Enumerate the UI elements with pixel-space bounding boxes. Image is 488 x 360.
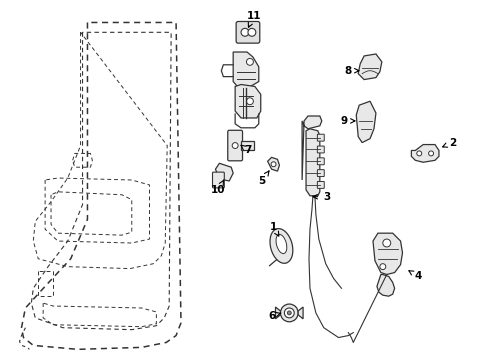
Text: 2: 2 (442, 138, 455, 148)
Polygon shape (275, 307, 280, 319)
Circle shape (379, 264, 385, 270)
Text: 3: 3 (312, 192, 330, 202)
Circle shape (246, 98, 253, 105)
Text: 10: 10 (211, 180, 225, 195)
FancyBboxPatch shape (227, 130, 242, 161)
Polygon shape (267, 157, 279, 171)
Polygon shape (302, 116, 321, 180)
Circle shape (246, 58, 253, 65)
Ellipse shape (269, 229, 292, 263)
Text: 7: 7 (241, 145, 251, 156)
Circle shape (247, 28, 255, 36)
Circle shape (270, 162, 275, 167)
Circle shape (241, 28, 248, 36)
Text: 9: 9 (340, 116, 354, 126)
FancyBboxPatch shape (317, 170, 324, 176)
FancyBboxPatch shape (236, 22, 259, 43)
Polygon shape (305, 129, 319, 196)
Circle shape (280, 304, 298, 322)
Polygon shape (376, 275, 394, 296)
Text: 5: 5 (258, 171, 268, 186)
Polygon shape (356, 101, 375, 143)
Circle shape (232, 143, 238, 148)
Text: 11: 11 (246, 10, 261, 27)
Polygon shape (215, 163, 233, 181)
Polygon shape (298, 307, 303, 319)
Text: 6: 6 (267, 311, 280, 321)
Circle shape (284, 308, 294, 318)
Text: 4: 4 (408, 271, 421, 282)
Circle shape (428, 151, 433, 156)
Polygon shape (241, 141, 253, 150)
Circle shape (416, 151, 421, 156)
Circle shape (287, 311, 291, 315)
Polygon shape (372, 233, 402, 275)
Polygon shape (233, 52, 258, 89)
Circle shape (382, 239, 390, 247)
Ellipse shape (275, 234, 286, 253)
Text: 1: 1 (269, 222, 278, 236)
FancyBboxPatch shape (317, 146, 324, 153)
Polygon shape (358, 54, 381, 80)
Polygon shape (410, 145, 438, 162)
FancyBboxPatch shape (317, 181, 324, 188)
Text: 8: 8 (344, 66, 358, 76)
FancyBboxPatch shape (212, 172, 224, 188)
Polygon shape (235, 85, 260, 118)
FancyBboxPatch shape (317, 134, 324, 141)
FancyBboxPatch shape (317, 158, 324, 165)
